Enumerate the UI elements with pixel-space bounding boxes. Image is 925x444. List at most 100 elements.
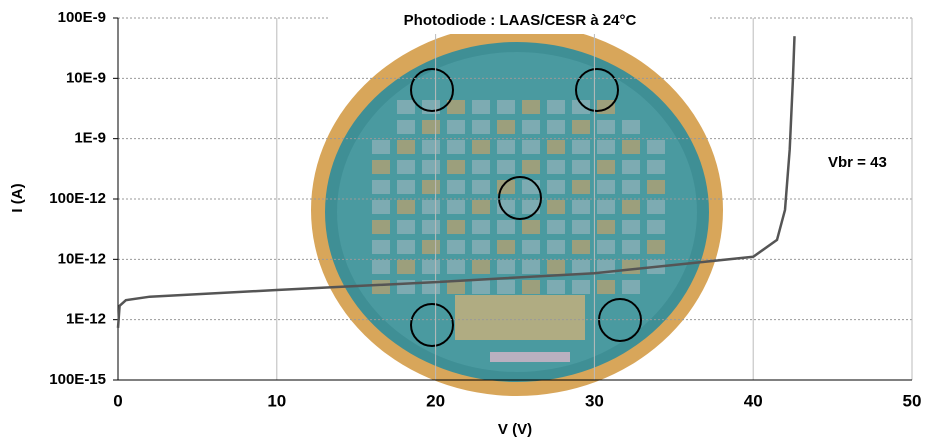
chip [422, 240, 440, 254]
chip [622, 160, 640, 174]
chip [447, 260, 465, 274]
chip [597, 280, 615, 294]
y-tick-label: 10E-12 [58, 250, 106, 267]
chip [472, 100, 490, 114]
chip [522, 220, 540, 234]
chip [397, 180, 415, 194]
chip [497, 200, 515, 214]
chip [647, 200, 665, 214]
y-tick-label: 100E-9 [58, 9, 106, 26]
highlight-circle [498, 176, 542, 220]
chip [547, 140, 565, 154]
chip [597, 240, 615, 254]
chip [422, 200, 440, 214]
highlight-circle [410, 68, 454, 112]
chip [622, 140, 640, 154]
chip [647, 140, 665, 154]
chip [447, 160, 465, 174]
chip [372, 140, 390, 154]
chip [497, 100, 515, 114]
chip [422, 160, 440, 174]
chip [397, 140, 415, 154]
chip [472, 180, 490, 194]
chip [597, 100, 615, 114]
chip [422, 260, 440, 274]
chip [447, 140, 465, 154]
chip [447, 100, 465, 114]
highlight-circle [410, 303, 454, 347]
chip [622, 120, 640, 134]
chip [622, 280, 640, 294]
chip [647, 180, 665, 194]
chip [522, 200, 540, 214]
chip [472, 140, 490, 154]
chip [522, 100, 540, 114]
chip [372, 160, 390, 174]
chip [397, 240, 415, 254]
chip [522, 240, 540, 254]
chip [547, 100, 565, 114]
chip [597, 180, 615, 194]
y-tick-label: 1E-12 [66, 311, 106, 328]
highlight-circle [575, 68, 619, 112]
chip [447, 240, 465, 254]
chip [497, 280, 515, 294]
chip [372, 280, 390, 294]
wafer-photo [311, 24, 723, 396]
chip [497, 220, 515, 234]
chip [572, 100, 590, 114]
x-tick-label: 40 [744, 391, 763, 410]
chip [497, 180, 515, 194]
chip [422, 180, 440, 194]
chip [422, 220, 440, 234]
chip [422, 120, 440, 134]
chip [447, 180, 465, 194]
chip [622, 180, 640, 194]
chip [622, 200, 640, 214]
chip [447, 220, 465, 234]
chip [647, 240, 665, 254]
chip [497, 240, 515, 254]
chip [372, 180, 390, 194]
chip [497, 140, 515, 154]
iv-curve [116, 36, 796, 328]
chip [522, 280, 540, 294]
chip [572, 260, 590, 274]
y-tick-label: 1E-9 [74, 130, 106, 147]
y-tick-label: 10E-9 [66, 69, 106, 86]
chip [472, 280, 490, 294]
chip [472, 200, 490, 214]
chip [422, 140, 440, 154]
chip-array [455, 295, 585, 340]
chip [622, 220, 640, 234]
chip [547, 240, 565, 254]
chip [447, 120, 465, 134]
chip [547, 160, 565, 174]
chip-strip [490, 352, 570, 362]
chip [497, 120, 515, 134]
chip [472, 240, 490, 254]
chip [547, 260, 565, 274]
chip [597, 160, 615, 174]
chip [547, 280, 565, 294]
chip [472, 160, 490, 174]
y-tick-label: 100E-12 [49, 190, 106, 207]
chip [372, 260, 390, 274]
chip [572, 180, 590, 194]
chip [522, 120, 540, 134]
chip [397, 200, 415, 214]
chip [397, 100, 415, 114]
chip [472, 120, 490, 134]
chip [497, 260, 515, 274]
chip [497, 160, 515, 174]
chip [447, 200, 465, 214]
chip [547, 200, 565, 214]
x-tick-label: 20 [426, 391, 445, 410]
title-background [330, 8, 710, 34]
chip [472, 260, 490, 274]
chip [547, 120, 565, 134]
chip [447, 280, 465, 294]
chip [572, 140, 590, 154]
chip [397, 260, 415, 274]
